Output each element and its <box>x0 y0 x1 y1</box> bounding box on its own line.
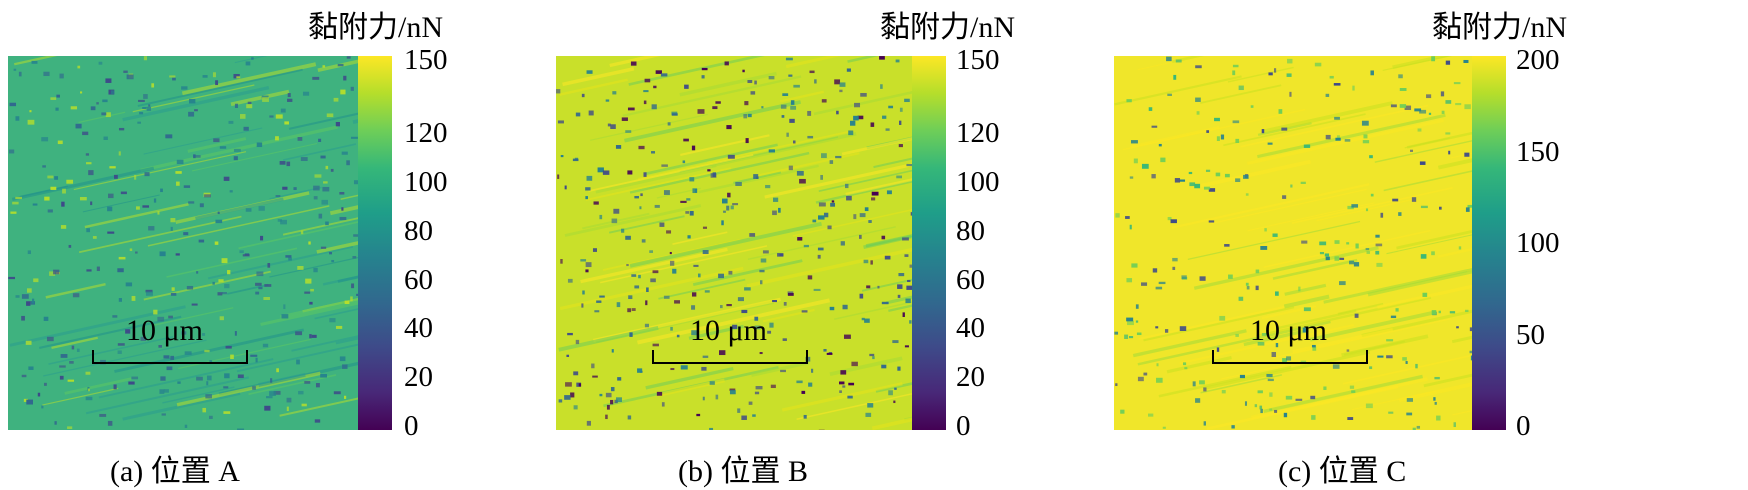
colorbar-tick: 60 <box>404 266 433 295</box>
caption-a: (a) 位置 A <box>110 446 240 490</box>
colorbar-tick: 40 <box>404 314 433 343</box>
scale-bar-b <box>652 350 808 364</box>
scale-label-c: 10 μm <box>1250 314 1327 348</box>
caption-c: (c) 位置 C <box>1278 446 1406 490</box>
colorbar-tick: 50 <box>1516 321 1545 350</box>
colorbar-a <box>358 56 392 430</box>
colorbar-tick: 20 <box>956 363 985 392</box>
colorbar-tick: 100 <box>956 168 1000 197</box>
colorbar-tick: 60 <box>956 266 985 295</box>
colorbar-b <box>912 56 946 430</box>
colorbar-title-a: 黏附力/nN <box>308 2 443 46</box>
afm-image-b <box>556 56 926 430</box>
scale-bar-a <box>92 350 248 364</box>
colorbar-tick: 200 <box>1516 46 1560 75</box>
afm-adhesion-map-a: 10 μm <box>8 56 378 430</box>
colorbar-c <box>1472 56 1506 430</box>
scale-label-a: 10 μm <box>126 314 203 348</box>
colorbar-tick: 0 <box>404 412 419 441</box>
colorbar-tick: 100 <box>1516 229 1560 258</box>
afm-image-a <box>8 56 378 430</box>
colorbar-title-c: 黏附力/nN <box>1432 2 1567 46</box>
afm-image-c <box>1114 56 1484 430</box>
colorbar-title-b: 黏附力/nN <box>880 2 1015 46</box>
colorbar-tick: 120 <box>404 119 448 148</box>
colorbar-tick: 20 <box>404 363 433 392</box>
panel-b: 10 μm 黏附力/nN 150 120 100 80 60 40 20 0 (… <box>556 0 1136 487</box>
panel-c: 10 μm 黏附力/nN 200 150 100 50 0 (c) 位置 C <box>1114 0 1694 487</box>
colorbar-tick: 80 <box>956 217 985 246</box>
colorbar-tick: 150 <box>1516 138 1560 167</box>
colorbar-tick: 100 <box>404 168 448 197</box>
scale-label-b: 10 μm <box>690 314 767 348</box>
scale-bar-c <box>1212 350 1368 364</box>
colorbar-tick: 80 <box>404 217 433 246</box>
colorbar-tick: 40 <box>956 314 985 343</box>
afm-adhesion-map-b: 10 μm <box>556 56 926 430</box>
caption-b: (b) 位置 B <box>678 446 808 490</box>
colorbar-tick: 120 <box>956 119 1000 148</box>
colorbar-tick: 150 <box>956 46 1000 75</box>
afm-adhesion-map-c: 10 μm <box>1114 56 1484 430</box>
colorbar-tick: 0 <box>1516 412 1531 441</box>
colorbar-tick: 0 <box>956 412 971 441</box>
panel-a: 10 μm 黏附力/nN 150 120 100 80 60 40 20 0 (… <box>0 0 580 487</box>
colorbar-tick: 150 <box>404 46 448 75</box>
